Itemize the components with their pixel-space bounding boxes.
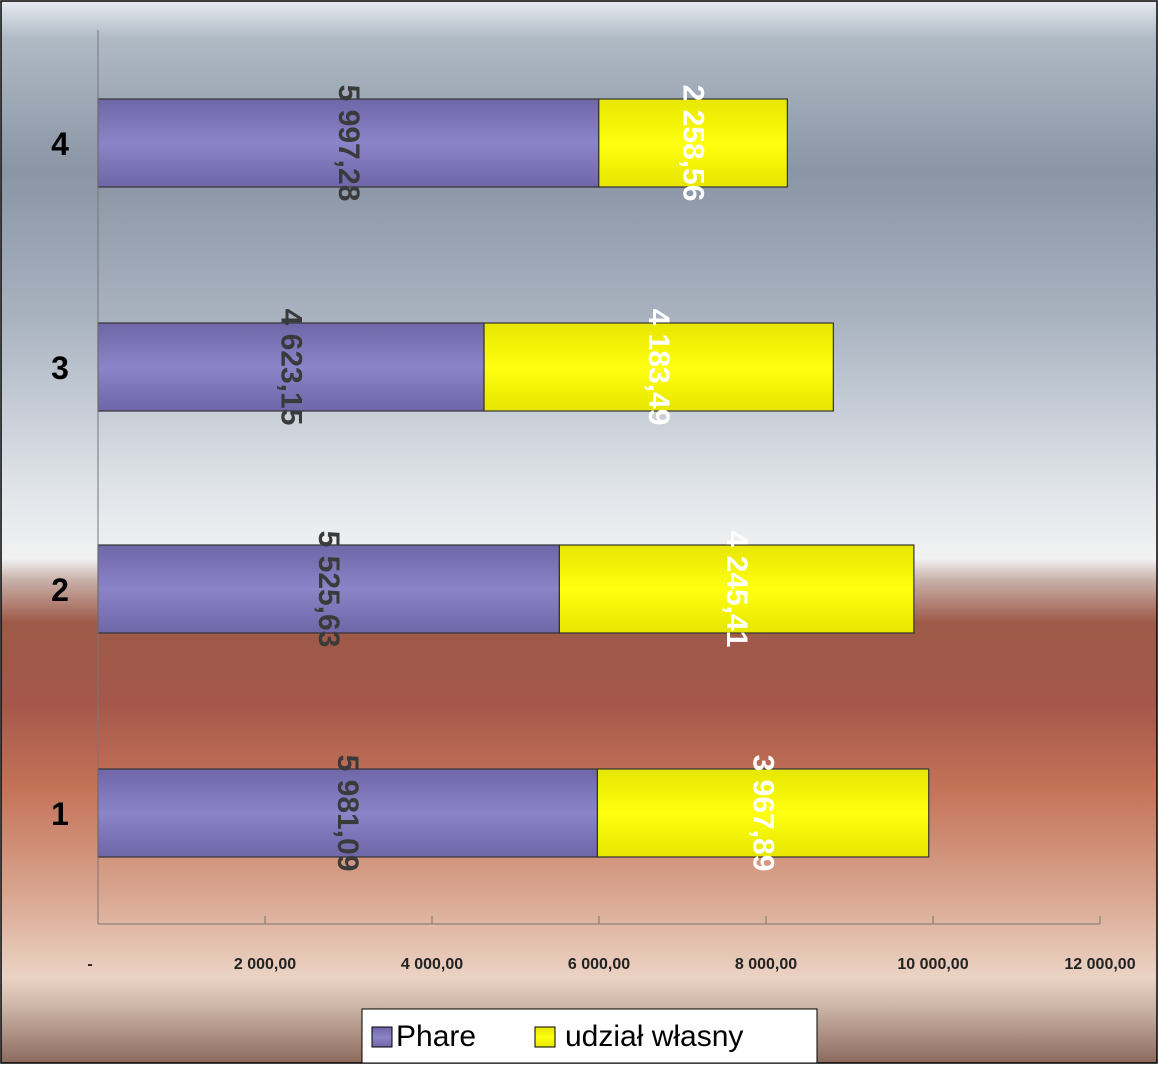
x-tick-label: 4 000,00: [401, 956, 463, 973]
data-label-phare-1: 5 981,09: [331, 755, 364, 872]
data-label-own-3: 4 183,49: [642, 309, 675, 426]
legend-label-phare: Phare: [396, 1020, 476, 1053]
category-label-3: 3: [51, 350, 69, 386]
data-label-phare-3: 4 623,15: [275, 309, 308, 426]
bar-phare-1: [97, 768, 599, 858]
bar-own-4: [598, 98, 788, 188]
legend-swatch-phare: [371, 1026, 393, 1048]
axis-layer: 1 2 3 4 - 2 000,00 4 000,00 6 000,00 8 000,00 10 …: [51, 30, 1136, 973]
x-tick-label: 6 000,00: [568, 956, 630, 973]
data-label-phare-2: 5 525,63: [312, 531, 345, 648]
bar-own-2: [558, 544, 915, 634]
x-tick-label: 2 000,00: [234, 956, 296, 973]
bar-own-3: [483, 322, 834, 412]
data-label-own-4: 2 258,56: [677, 85, 710, 202]
data-label-own-2: 4 245,41: [720, 531, 753, 648]
legend-swatch-own: [534, 1026, 556, 1048]
bars-layer: [97, 98, 930, 858]
category-label-2: 2: [51, 572, 69, 608]
x-tick-label: 10 000,00: [897, 956, 968, 973]
bar-phare-3: [97, 322, 485, 412]
data-label-own-1: 3 967,89: [747, 755, 780, 872]
bar-phare-2: [97, 544, 560, 634]
bar-phare-4: [97, 98, 600, 188]
bar-own-1: [596, 768, 930, 858]
data-label-phare-4: 5 997,28: [332, 85, 365, 202]
legend: Phare udział własny: [361, 1008, 818, 1064]
x-tick-label: -: [87, 956, 92, 973]
legend-box: [361, 1008, 818, 1064]
labels-layer: 5 981,09 3 967,89 5 525,63 4 245,41 4 623,15…: [275, 85, 780, 872]
legend-label-own: udział własny: [565, 1020, 743, 1053]
x-tick-label: 12 000,00: [1064, 956, 1135, 973]
category-label-4: 4: [51, 126, 69, 162]
x-tick-label: 8 000,00: [735, 956, 797, 973]
category-label-1: 1: [51, 796, 69, 832]
